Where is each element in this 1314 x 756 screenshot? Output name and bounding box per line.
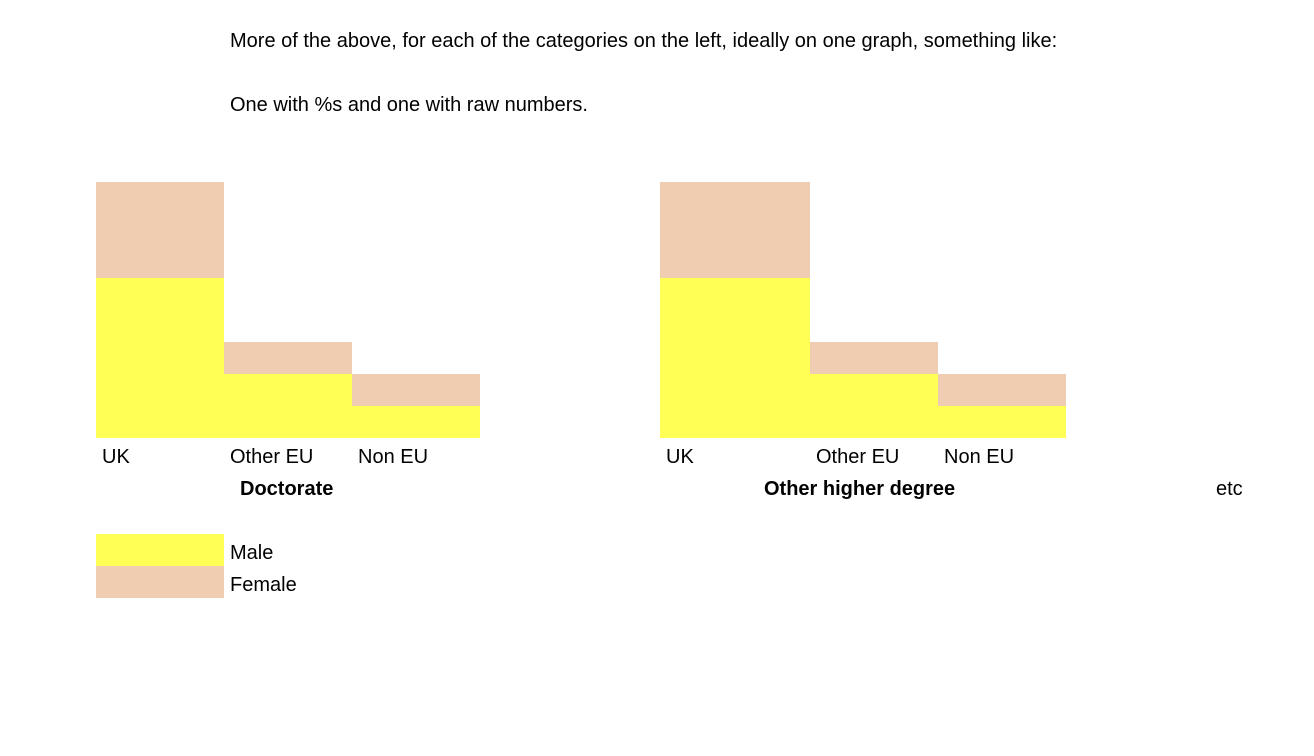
doctorate-bar-uk-female [96, 182, 224, 278]
legend-female-swatch [96, 566, 224, 598]
doctorate-bar-other-eu-female [224, 342, 352, 374]
intro-line-1: More of the above, for each of the categ… [230, 30, 1058, 52]
doctorate-bar-other-eu-male [224, 374, 352, 438]
ohd-bar-other-eu-female [810, 342, 938, 374]
ohd-bar-uk-female [660, 182, 810, 278]
doctorate-chart-title: Doctorate [240, 478, 334, 500]
doctorate-chart [96, 182, 480, 438]
ohd-tick-other-eu: Other EU [816, 446, 900, 468]
doctorate-bar-uk-male [96, 278, 224, 438]
legend-male-swatch [96, 534, 224, 566]
legend-male-label: Male [230, 542, 274, 564]
doctorate-bar-non-eu-female [352, 374, 480, 406]
etc-label: etc [1216, 478, 1243, 500]
doctorate-tick-other-eu: Other EU [230, 446, 314, 468]
doctorate-bar-non-eu-male [352, 406, 480, 438]
ohd-bar-non-eu-female [938, 374, 1066, 406]
ohd-tick-uk: UK [666, 446, 694, 468]
intro-line-2: One with %s and one with raw numbers. [230, 94, 588, 116]
ohd-bar-non-eu-male [938, 406, 1066, 438]
ohd-bar-uk-male [660, 278, 810, 438]
other-higher-degree-chart [660, 182, 1066, 438]
ohd-tick-non-eu: Non EU [944, 446, 1015, 468]
ohd-chart-title: Other higher degree [764, 478, 956, 500]
doctorate-tick-non-eu: Non EU [358, 446, 429, 468]
ohd-bar-other-eu-male [810, 374, 938, 438]
doctorate-tick-uk: UK [102, 446, 130, 468]
legend-female-label: Female [230, 574, 297, 596]
